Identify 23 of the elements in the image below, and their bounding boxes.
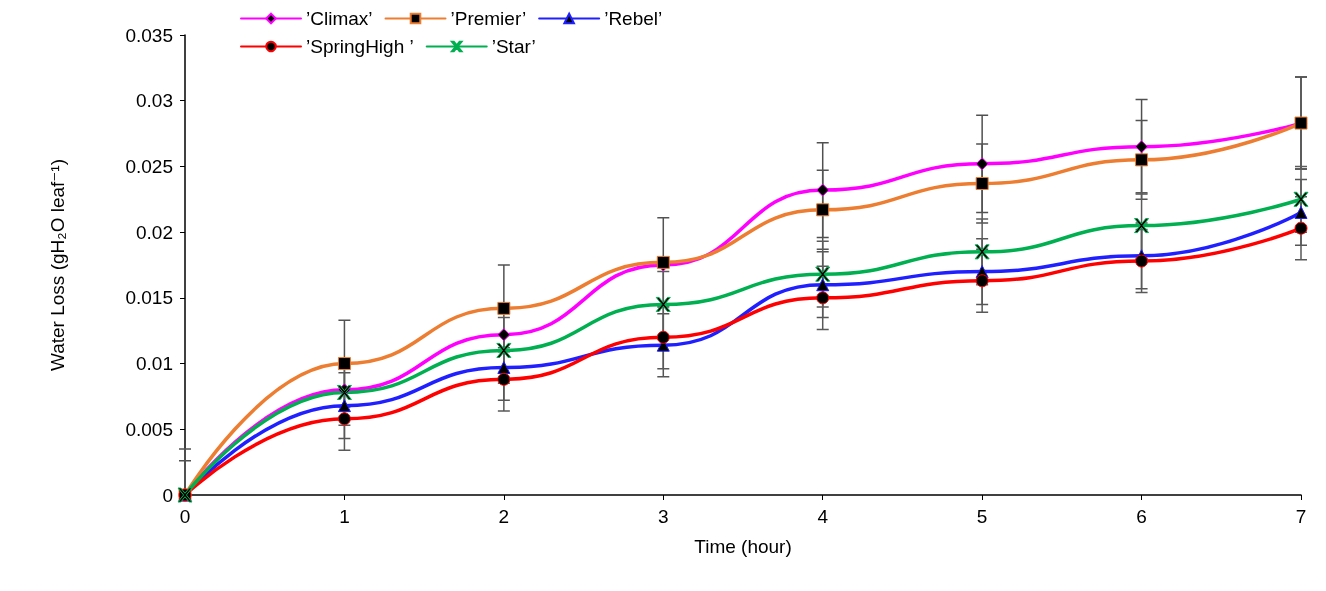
y-tick-label: 0.03 — [136, 90, 173, 112]
legend-label: ’Rebel’ — [604, 8, 663, 29]
y-tick-label: 0.035 — [125, 24, 173, 46]
legend-label: ’Premier’ — [450, 8, 527, 29]
y-tick-label: 0 — [162, 484, 173, 506]
y-tick-label: 0.015 — [125, 287, 173, 309]
x-tick-label: 1 — [339, 506, 350, 527]
x-tick-label: 4 — [817, 506, 829, 527]
x-tick-label: 7 — [1295, 506, 1307, 527]
y-tick-label: 0.025 — [125, 155, 173, 177]
y-axis-title: Water Loss (gH₂O leaf⁻¹) — [47, 158, 68, 372]
legend-label: ’Climax’ — [306, 8, 373, 29]
y-tick-label: 0.005 — [125, 418, 173, 440]
legend-label: ’SpringHigh ’ — [306, 36, 414, 57]
x-tick-label: 5 — [976, 506, 988, 527]
legend-label: ’Star’ — [491, 36, 536, 57]
x-tick-label: 2 — [498, 506, 510, 527]
x-tick-label: 0 — [179, 506, 191, 527]
y-tick-label: 0.02 — [136, 221, 173, 243]
x-tick-label: 6 — [1136, 506, 1147, 527]
y-tick-label: 0.01 — [136, 353, 173, 375]
x-axis-title: Time (hour) — [694, 536, 792, 557]
x-tick-label: 3 — [658, 506, 669, 527]
